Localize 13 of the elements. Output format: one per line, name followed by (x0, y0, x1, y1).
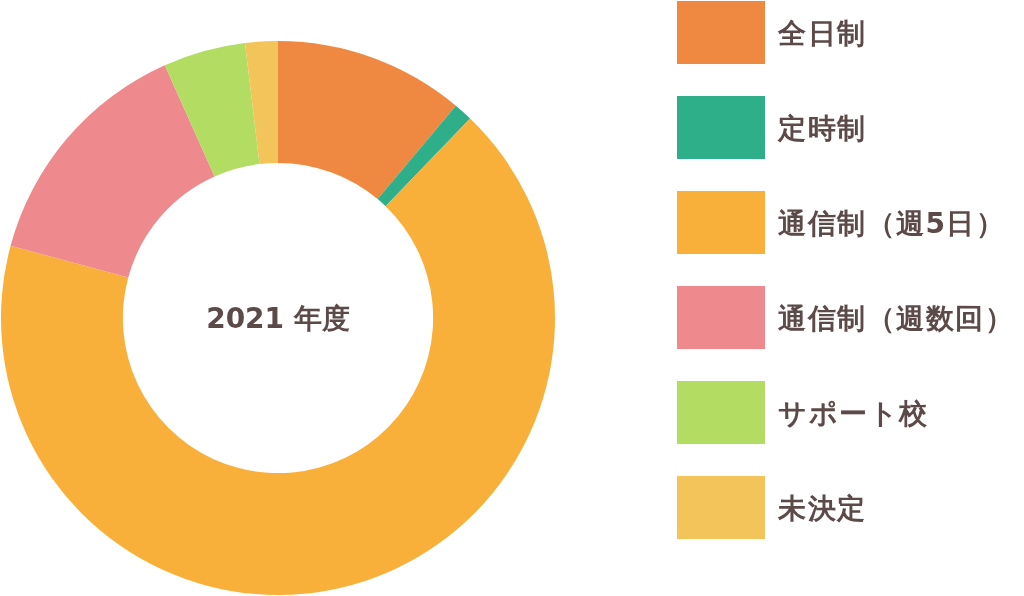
legend-label: 定時制 (777, 111, 867, 145)
legend-label: 全日制 (777, 16, 867, 50)
donut-slice (245, 41, 278, 164)
donut-slice (164, 42, 260, 177)
legend-label: 通信制（週5日） (778, 206, 1006, 240)
donut-slice (278, 41, 456, 200)
text: 2021 年度 (206, 301, 350, 335)
donut-slice (377, 105, 471, 207)
legend-label: 通信制（週数回） (778, 301, 1014, 335)
legend-label: 未決定 (777, 491, 867, 525)
donut-slice (10, 65, 215, 278)
legend-label: サポート校 (778, 396, 929, 430)
donut-slice (1, 118, 555, 595)
